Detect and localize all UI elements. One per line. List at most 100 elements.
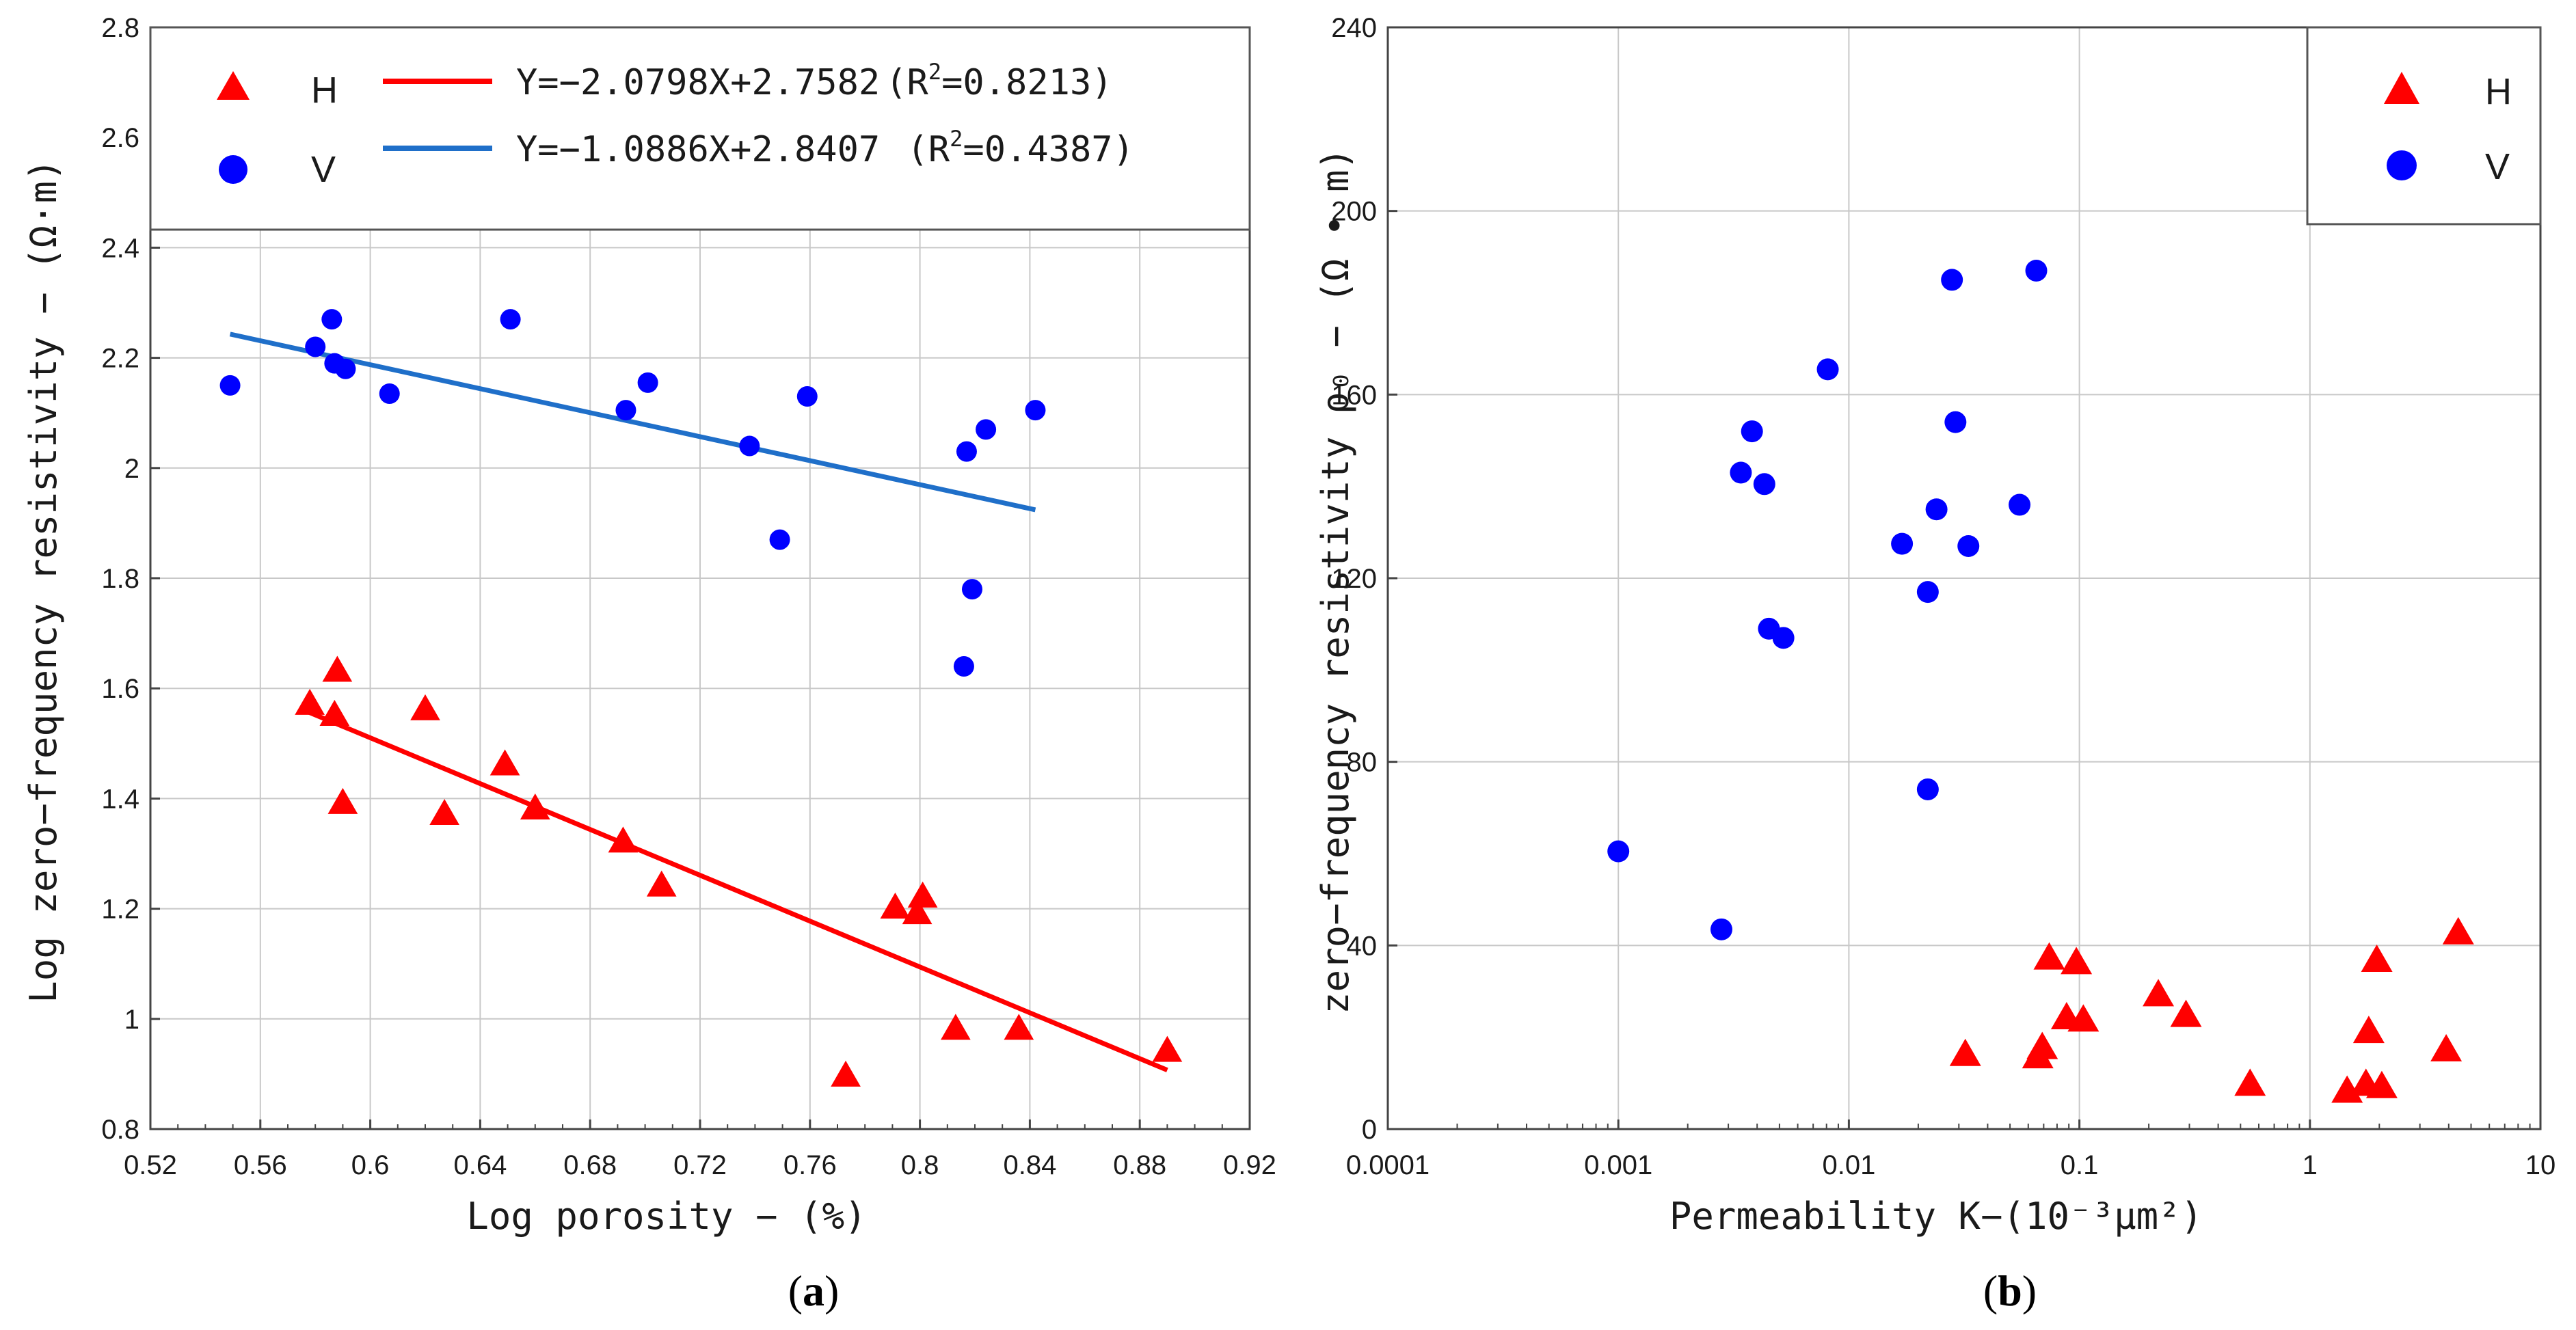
chart-b-x-tick-label: 1 <box>2303 1150 2318 1180</box>
legend-a-fit-v-label: Y=−1.0886X+2.8407 (R2=0.4387) <box>516 126 1134 170</box>
chart-b-x-tick-label: 0.1 <box>2061 1150 2099 1180</box>
panel-a-caption: (a) <box>788 1266 840 1315</box>
chart-a-y-tick-label: 2.8 <box>101 13 139 43</box>
fit-line-h <box>300 707 1168 1072</box>
chart-a-points <box>219 309 1183 1087</box>
chart-a-point-h <box>410 694 440 720</box>
chart-a-point-h <box>429 799 459 826</box>
chart-a-point-v <box>305 336 326 357</box>
chart-b-point-v <box>1916 778 1939 800</box>
chart-a-point-h <box>489 749 520 776</box>
chart-b-point-v <box>1741 420 1763 443</box>
chart-a-y-tick-label: 2 <box>124 454 139 484</box>
chart-b-y-tick-label: 240 <box>1331 13 1377 43</box>
chart-a-y-tick-label: 1.8 <box>101 564 139 594</box>
chart-b-x-tick-label: 10 <box>2525 1150 2556 1180</box>
chart-a-point-v <box>976 419 997 440</box>
chart-a-x-tick-label: 0.76 <box>783 1150 837 1180</box>
chart-a-point-h <box>831 1060 861 1087</box>
chart-a-point-v <box>769 529 790 550</box>
chart-a-y-ticks: 0.8 1 1.2 1.4 1.6 1.8 2 2.2 2.4 2.6 2.8 <box>101 13 160 1145</box>
legend-a-v-marker <box>219 155 247 184</box>
chart-a-x-tick-label: 0.52 <box>124 1150 177 1180</box>
chart-a-point-h <box>941 1014 971 1040</box>
chart-a-point-v <box>796 386 818 407</box>
chart-b-point-v <box>1916 581 1939 603</box>
panel-b-caption: (b) <box>1983 1266 2037 1315</box>
chart-b-point-v <box>1944 411 1967 433</box>
chart-a-x-tick-label: 0.72 <box>673 1150 727 1180</box>
chart-a-point-v <box>500 309 521 330</box>
chart-a-point-h <box>880 893 911 919</box>
chart-a-x-tick-label: 0.84 <box>1003 1150 1056 1180</box>
chart-a-point-v <box>321 309 343 330</box>
chart-a-y-tick-label: 1.6 <box>101 674 139 704</box>
chart-b-y-tick-label: 200 <box>1331 197 1377 227</box>
chart-b-point-h <box>1949 1038 1981 1066</box>
chart-a-x-tick-label: 0.64 <box>453 1150 507 1180</box>
chart-b-y-tick-label: 40 <box>1347 931 1378 961</box>
chart-a-point-h <box>1004 1014 1034 1040</box>
chart-a-y-tick-label: 2.2 <box>101 344 139 374</box>
chart-b-point-h <box>2061 947 2093 975</box>
chart-a-y-axis-label: Log zero−frequency resistivity − (Ω·m) <box>22 159 65 1003</box>
chart-a-point-v <box>1025 400 1046 421</box>
chart-a-point-v <box>956 441 977 462</box>
chart-a-x-tick-label: 0.6 <box>351 1150 390 1180</box>
chart-b-x-axis-label: Permeability K−(10⁻³μm²) <box>1669 1195 2203 1238</box>
chart-a-point-h <box>319 699 350 726</box>
legend-b-v-label: V <box>2485 146 2510 187</box>
legend-a-v-label: V <box>311 149 336 190</box>
chart-b-point-h <box>2026 1031 2058 1059</box>
chart-a-point-v <box>615 400 636 421</box>
chart-panel-b: 0.0001 0.001 0.01 0.1 1 10 04080120160200240 … <box>1314 13 2555 1315</box>
chart-b-x-tick-label: 0.001 <box>1584 1150 1652 1180</box>
legend-b-h-label: H <box>2485 71 2512 112</box>
chart-a-x-axis-label: Log porosity − (%) <box>466 1195 866 1238</box>
chart-a-point-h <box>907 881 938 908</box>
chart-b-y-axis-label: zero−frequency resistivity ρ₀ − (Ω • m) <box>1314 148 1357 1014</box>
chart-panel-a: 0.52 0.56 0.6 0.64 0.68 0.72 0.76 0.8 0.84 0.88 0.… <box>22 13 1276 1315</box>
legend-a-fit-h-label: Y=−2.0798X+2.7582 (R2=0.8213) <box>516 59 1113 103</box>
chart-a-y-tick-label: 0.8 <box>101 1115 139 1145</box>
chart-b-x-tick-label: 0.0001 <box>1346 1150 1430 1180</box>
chart-a-x-tick-label: 0.56 <box>234 1150 287 1180</box>
chart-a-legend-box <box>149 26 1251 231</box>
chart-b-point-h <box>2143 979 2175 1007</box>
chart-a-x-ticks: 0.52 0.56 0.6 0.64 0.68 0.72 0.76 0.8 0.84 0.88 0.… <box>124 1119 1276 1180</box>
chart-b-y-tick-label: 0 <box>1362 1115 1377 1145</box>
chart-b-points <box>1607 259 2474 1103</box>
chart-b-point-v <box>1957 534 1980 557</box>
chart-b-point-v <box>1753 473 1775 496</box>
chart-a-y-tick-label: 2.6 <box>101 123 139 153</box>
chart-a-x-tick-label: 0.8 <box>901 1150 939 1180</box>
legend-b-v-marker <box>2387 150 2417 180</box>
chart-a-point-v <box>637 372 658 393</box>
chart-b-point-h <box>2170 999 2202 1027</box>
chart-b-point-v <box>1772 627 1795 649</box>
chart-a-y-tick-label: 1 <box>124 1005 139 1035</box>
chart-a-y-tick-label: 1.4 <box>101 784 139 814</box>
fit-line-v <box>229 331 1036 513</box>
chart-b-point-h <box>2033 942 2065 970</box>
chart-b-point-v <box>1710 918 1732 940</box>
chart-b-point-v <box>2009 493 2031 516</box>
chart-b-point-h <box>2365 1070 2398 1098</box>
chart-a-point-v <box>335 358 356 379</box>
chart-b-point-v <box>1941 269 1963 291</box>
chart-b-legend-box <box>2306 26 2542 226</box>
chart-b-y-ticks: 0 40 80 120 160 200 240 <box>1331 13 1397 1145</box>
chart-a-point-h <box>902 898 933 925</box>
chart-b-point-v <box>1730 461 1752 484</box>
chart-b-y-tick-label: 160 <box>1331 380 1377 410</box>
chart-a-point-h <box>520 793 550 819</box>
chart-b-point-h <box>2234 1068 2266 1096</box>
chart-b-point-h <box>2361 945 2393 973</box>
chart-a-x-tick-label: 0.92 <box>1223 1150 1276 1180</box>
chart-b-point-v <box>1816 358 1839 381</box>
chart-a-point-v <box>219 375 241 396</box>
chart-a-point-h <box>327 787 358 814</box>
chart-a-point-v <box>379 383 400 404</box>
chart-a-point-h <box>322 655 353 682</box>
